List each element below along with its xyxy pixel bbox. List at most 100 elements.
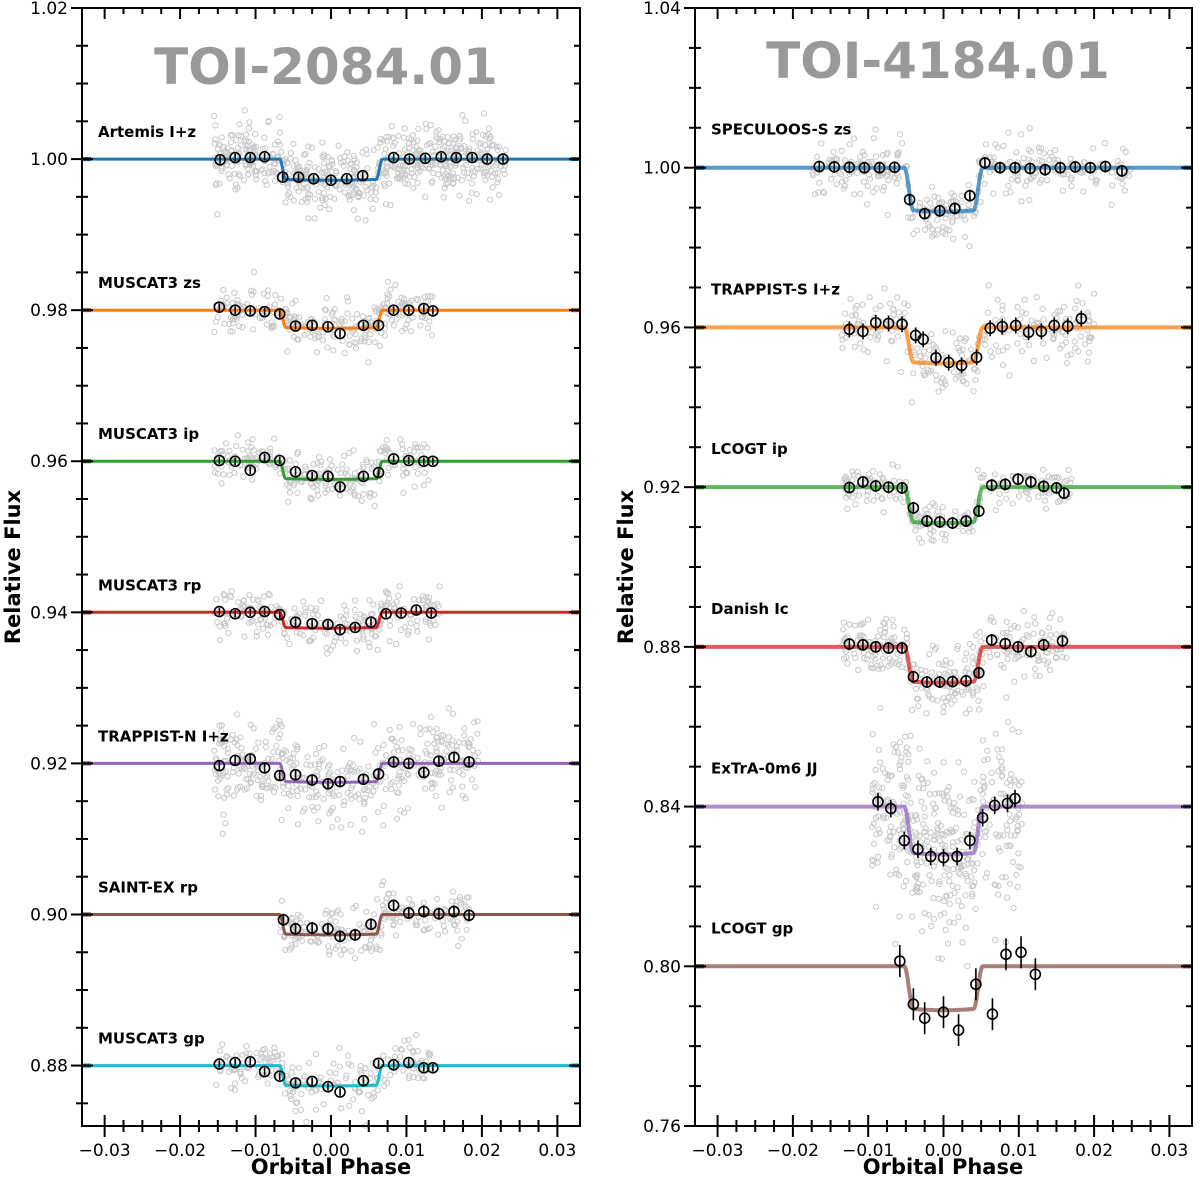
raw-point	[282, 199, 289, 206]
raw-point	[393, 316, 400, 323]
raw-point	[344, 772, 351, 779]
raw-point	[409, 721, 416, 728]
raw-point	[222, 820, 229, 827]
raw-point	[874, 173, 882, 180]
raw-point	[303, 466, 310, 473]
raw-point	[1082, 341, 1089, 348]
binned-point	[387, 899, 400, 912]
raw-point	[952, 375, 960, 382]
raw-point	[969, 689, 976, 697]
raw-point	[840, 655, 848, 662]
raw-point	[293, 1100, 300, 1107]
raw-point	[872, 306, 879, 313]
raw-point	[885, 177, 892, 184]
raw-point	[1007, 771, 1015, 778]
raw-point	[218, 480, 225, 487]
binned-point	[1039, 163, 1051, 176]
raw-point	[1071, 338, 1078, 345]
raw-point	[928, 669, 936, 676]
raw-point	[928, 331, 935, 338]
raw-point	[240, 473, 247, 480]
raw-point	[393, 598, 400, 606]
raw-point	[1035, 493, 1042, 500]
raw-point	[286, 489, 294, 496]
raw-point	[873, 903, 880, 910]
raw-point	[914, 884, 921, 892]
raw-point	[422, 594, 430, 601]
raw-point	[881, 629, 888, 636]
binned-point	[986, 1008, 999, 1021]
raw-point	[996, 753, 1003, 761]
raw-point	[282, 306, 289, 313]
raw-point	[1030, 357, 1037, 365]
raw-point	[980, 683, 987, 690]
model-curve	[82, 1064, 580, 1088]
binned-point	[306, 922, 318, 934]
raw-point	[928, 367, 935, 374]
raw-point	[250, 447, 257, 454]
raw-point	[412, 463, 419, 470]
raw-point	[271, 141, 278, 148]
raw-point	[320, 160, 328, 167]
raw-point	[863, 656, 870, 663]
raw-point	[356, 1089, 364, 1096]
raw-point	[338, 469, 345, 476]
x-tick-label: 0.03	[538, 1141, 576, 1161]
raw-point	[880, 509, 887, 516]
raw-point	[1040, 150, 1047, 157]
raw-point	[915, 772, 922, 779]
raw-point	[1080, 188, 1087, 195]
raw-point	[921, 813, 928, 820]
raw-point	[947, 660, 954, 667]
raw-point	[913, 227, 921, 234]
x-tick-label: 0.02	[1075, 1141, 1113, 1161]
raw-point	[1053, 631, 1060, 638]
raw-point	[341, 453, 348, 460]
raw-point	[293, 161, 300, 168]
binned-point	[427, 305, 439, 317]
raw-point	[893, 870, 900, 877]
y-tick-label: 1.04	[643, 0, 681, 19]
raw-point	[215, 141, 222, 148]
raw-point	[474, 730, 481, 737]
raw-point	[322, 910, 329, 917]
raw-point	[272, 177, 279, 184]
raw-point	[311, 195, 319, 202]
raw-point	[266, 169, 273, 176]
raw-point	[380, 741, 387, 749]
raw-point	[329, 160, 336, 168]
raw-point	[980, 784, 988, 792]
raw-point	[372, 749, 379, 756]
raw-point	[886, 655, 893, 662]
binned-point	[387, 304, 400, 316]
raw-point	[494, 169, 501, 177]
binned-point	[435, 151, 447, 163]
raw-point	[404, 167, 411, 174]
raw-point	[422, 917, 429, 924]
raw-point	[342, 485, 350, 492]
raw-point	[990, 190, 997, 197]
raw-point	[371, 502, 378, 510]
raw-point	[875, 826, 882, 833]
raw-point	[1012, 778, 1019, 785]
raw-point	[964, 878, 971, 885]
raw-point	[926, 791, 933, 798]
binned-point	[463, 756, 475, 768]
raw-point	[892, 743, 900, 750]
raw-point	[988, 769, 995, 777]
raw-point	[426, 318, 433, 325]
raw-point	[352, 606, 359, 614]
raw-point	[382, 170, 389, 177]
raw-point	[393, 815, 401, 822]
raw-point	[473, 129, 480, 136]
raw-point	[421, 469, 428, 476]
raw-point	[868, 661, 875, 668]
raw-point	[951, 889, 958, 896]
raw-point	[420, 927, 427, 934]
raw-point	[865, 651, 872, 659]
raw-point	[951, 697, 958, 704]
raw-point	[409, 314, 416, 321]
binned-point	[387, 453, 400, 465]
left-y-axis-label: Relative Flux	[1, 489, 25, 644]
raw-point	[879, 655, 887, 662]
